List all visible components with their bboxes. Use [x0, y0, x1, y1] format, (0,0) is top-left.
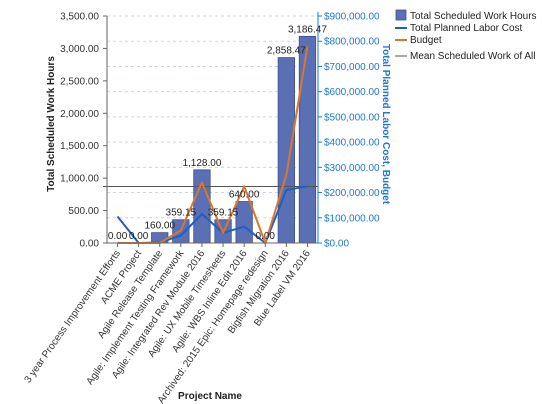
left-axis: 0.00 500.00 1,000.00 1,500.00 2,000.00 2,500.… — [60, 12, 108, 250]
y-axis-title: Total Scheduled Work Hours — [46, 56, 57, 192]
bar — [277, 57, 295, 244]
bar-value-label: 359.15 — [166, 208, 197, 219]
y-tick-label: 1,500.00 — [60, 141, 99, 152]
y2-tick-label: $700,000.00 — [324, 62, 380, 73]
bar-value-label: 0.00 — [108, 231, 128, 242]
data-labels: 0.00 0.00160.00359.151,128.00359.15640.00… — [108, 24, 328, 242]
y-tick-label: 3,000.00 — [60, 44, 99, 55]
y2-tick-label: $300,000.00 — [324, 163, 380, 174]
bar-value-label: 3,186.47 — [288, 24, 327, 35]
y-tick-label: 500.00 — [68, 206, 99, 217]
bar — [235, 201, 253, 244]
y2-tick-label: $900,000.00 — [324, 12, 380, 23]
bar-value-label: 1,128.00 — [182, 158, 221, 169]
bar-value-label: 2,858.47 — [267, 46, 306, 57]
bar-value-label: 0.00 — [129, 231, 149, 242]
legend: Total Scheduled Work Hours Total Planned… — [395, 9, 537, 62]
legend-swatch-work-hours — [395, 9, 407, 21]
bar — [193, 169, 211, 244]
y2-tick-label: $600,000.00 — [324, 87, 380, 98]
bar — [298, 35, 317, 244]
legend-label-budget: Budget — [410, 35, 442, 46]
legend-label-labor-cost: Total Planned Labor Cost — [410, 23, 523, 34]
y2-tick-label: $100,000.00 — [324, 213, 380, 224]
y-tick-label: 2,000.00 — [60, 109, 99, 120]
y2-tick-label: $200,000.00 — [324, 188, 380, 199]
x-axis-title: Project Name — [178, 391, 242, 402]
bar-value-label: 640.00 — [229, 189, 260, 200]
y2-tick-label: $400,000.00 — [324, 138, 380, 149]
legend-label-mean: Mean Scheduled Work of All — [410, 51, 535, 62]
y2-tick-label: $500,000.00 — [324, 112, 380, 123]
y2-tick-label: $800,000.00 — [324, 37, 380, 48]
legend-label-work-hours: Total Scheduled Work Hours — [410, 11, 537, 22]
y-tick-label: 3,500.00 — [60, 12, 99, 23]
y-tick-label: 1,000.00 — [60, 174, 99, 185]
right-axis: $0.00 $100,000.00 $200,000.00 $300,000.00 $4… — [317, 12, 380, 250]
bar-value-label: 0.00 — [256, 231, 276, 242]
y2-tick-label: $0.00 — [324, 239, 349, 250]
bar-value-label: 359.15 — [208, 208, 239, 219]
y2-axis-title: Total Planned Labor Cost, Budget — [380, 44, 391, 205]
y-tick-label: 0.00 — [80, 239, 100, 250]
bar-value-label: 160.00 — [144, 221, 175, 232]
y-tick-label: 2,500.00 — [60, 76, 99, 87]
